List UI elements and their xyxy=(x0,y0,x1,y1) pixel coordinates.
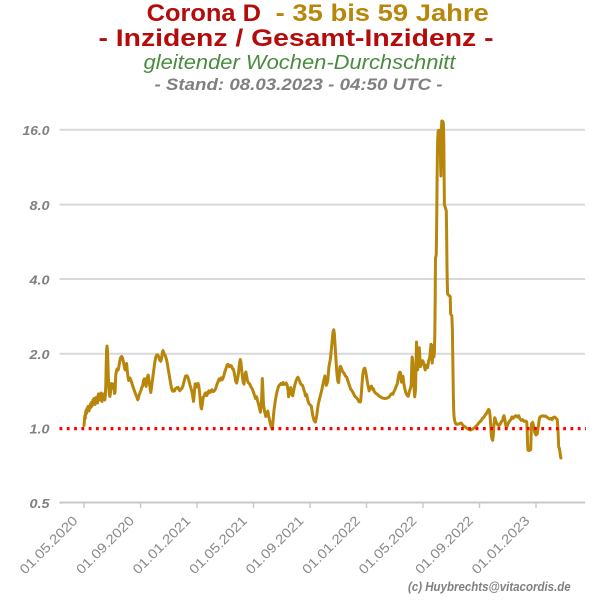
svg-text:- Stand: 08.03.2023 - 04:50 UT: - Stand: 08.03.2023 - 04:50 UTC - xyxy=(155,76,443,94)
svg-text:4.0: 4.0 xyxy=(28,272,50,287)
svg-text:16.0: 16.0 xyxy=(23,123,51,138)
svg-text:- Inzidenz / Gesamt-Inzidenz -: - Inzidenz / Gesamt-Inzidenz - xyxy=(99,25,494,52)
svg-text:2.0: 2.0 xyxy=(28,347,50,362)
svg-text:8.0: 8.0 xyxy=(30,198,51,213)
svg-text:(c) Huybrechts@vitacordis.de: (c) Huybrechts@vitacordis.de xyxy=(408,580,571,594)
svg-text:0.5: 0.5 xyxy=(30,496,51,511)
svg-text:- 35 bis 59 Jahre: - 35 bis 59 Jahre xyxy=(276,0,489,27)
svg-text:Corona D: Corona D xyxy=(147,0,261,27)
svg-text:gleitender Wochen-Durchschnitt: gleitender Wochen-Durchschnitt xyxy=(144,51,457,74)
svg-text:1.0: 1.0 xyxy=(30,422,51,437)
